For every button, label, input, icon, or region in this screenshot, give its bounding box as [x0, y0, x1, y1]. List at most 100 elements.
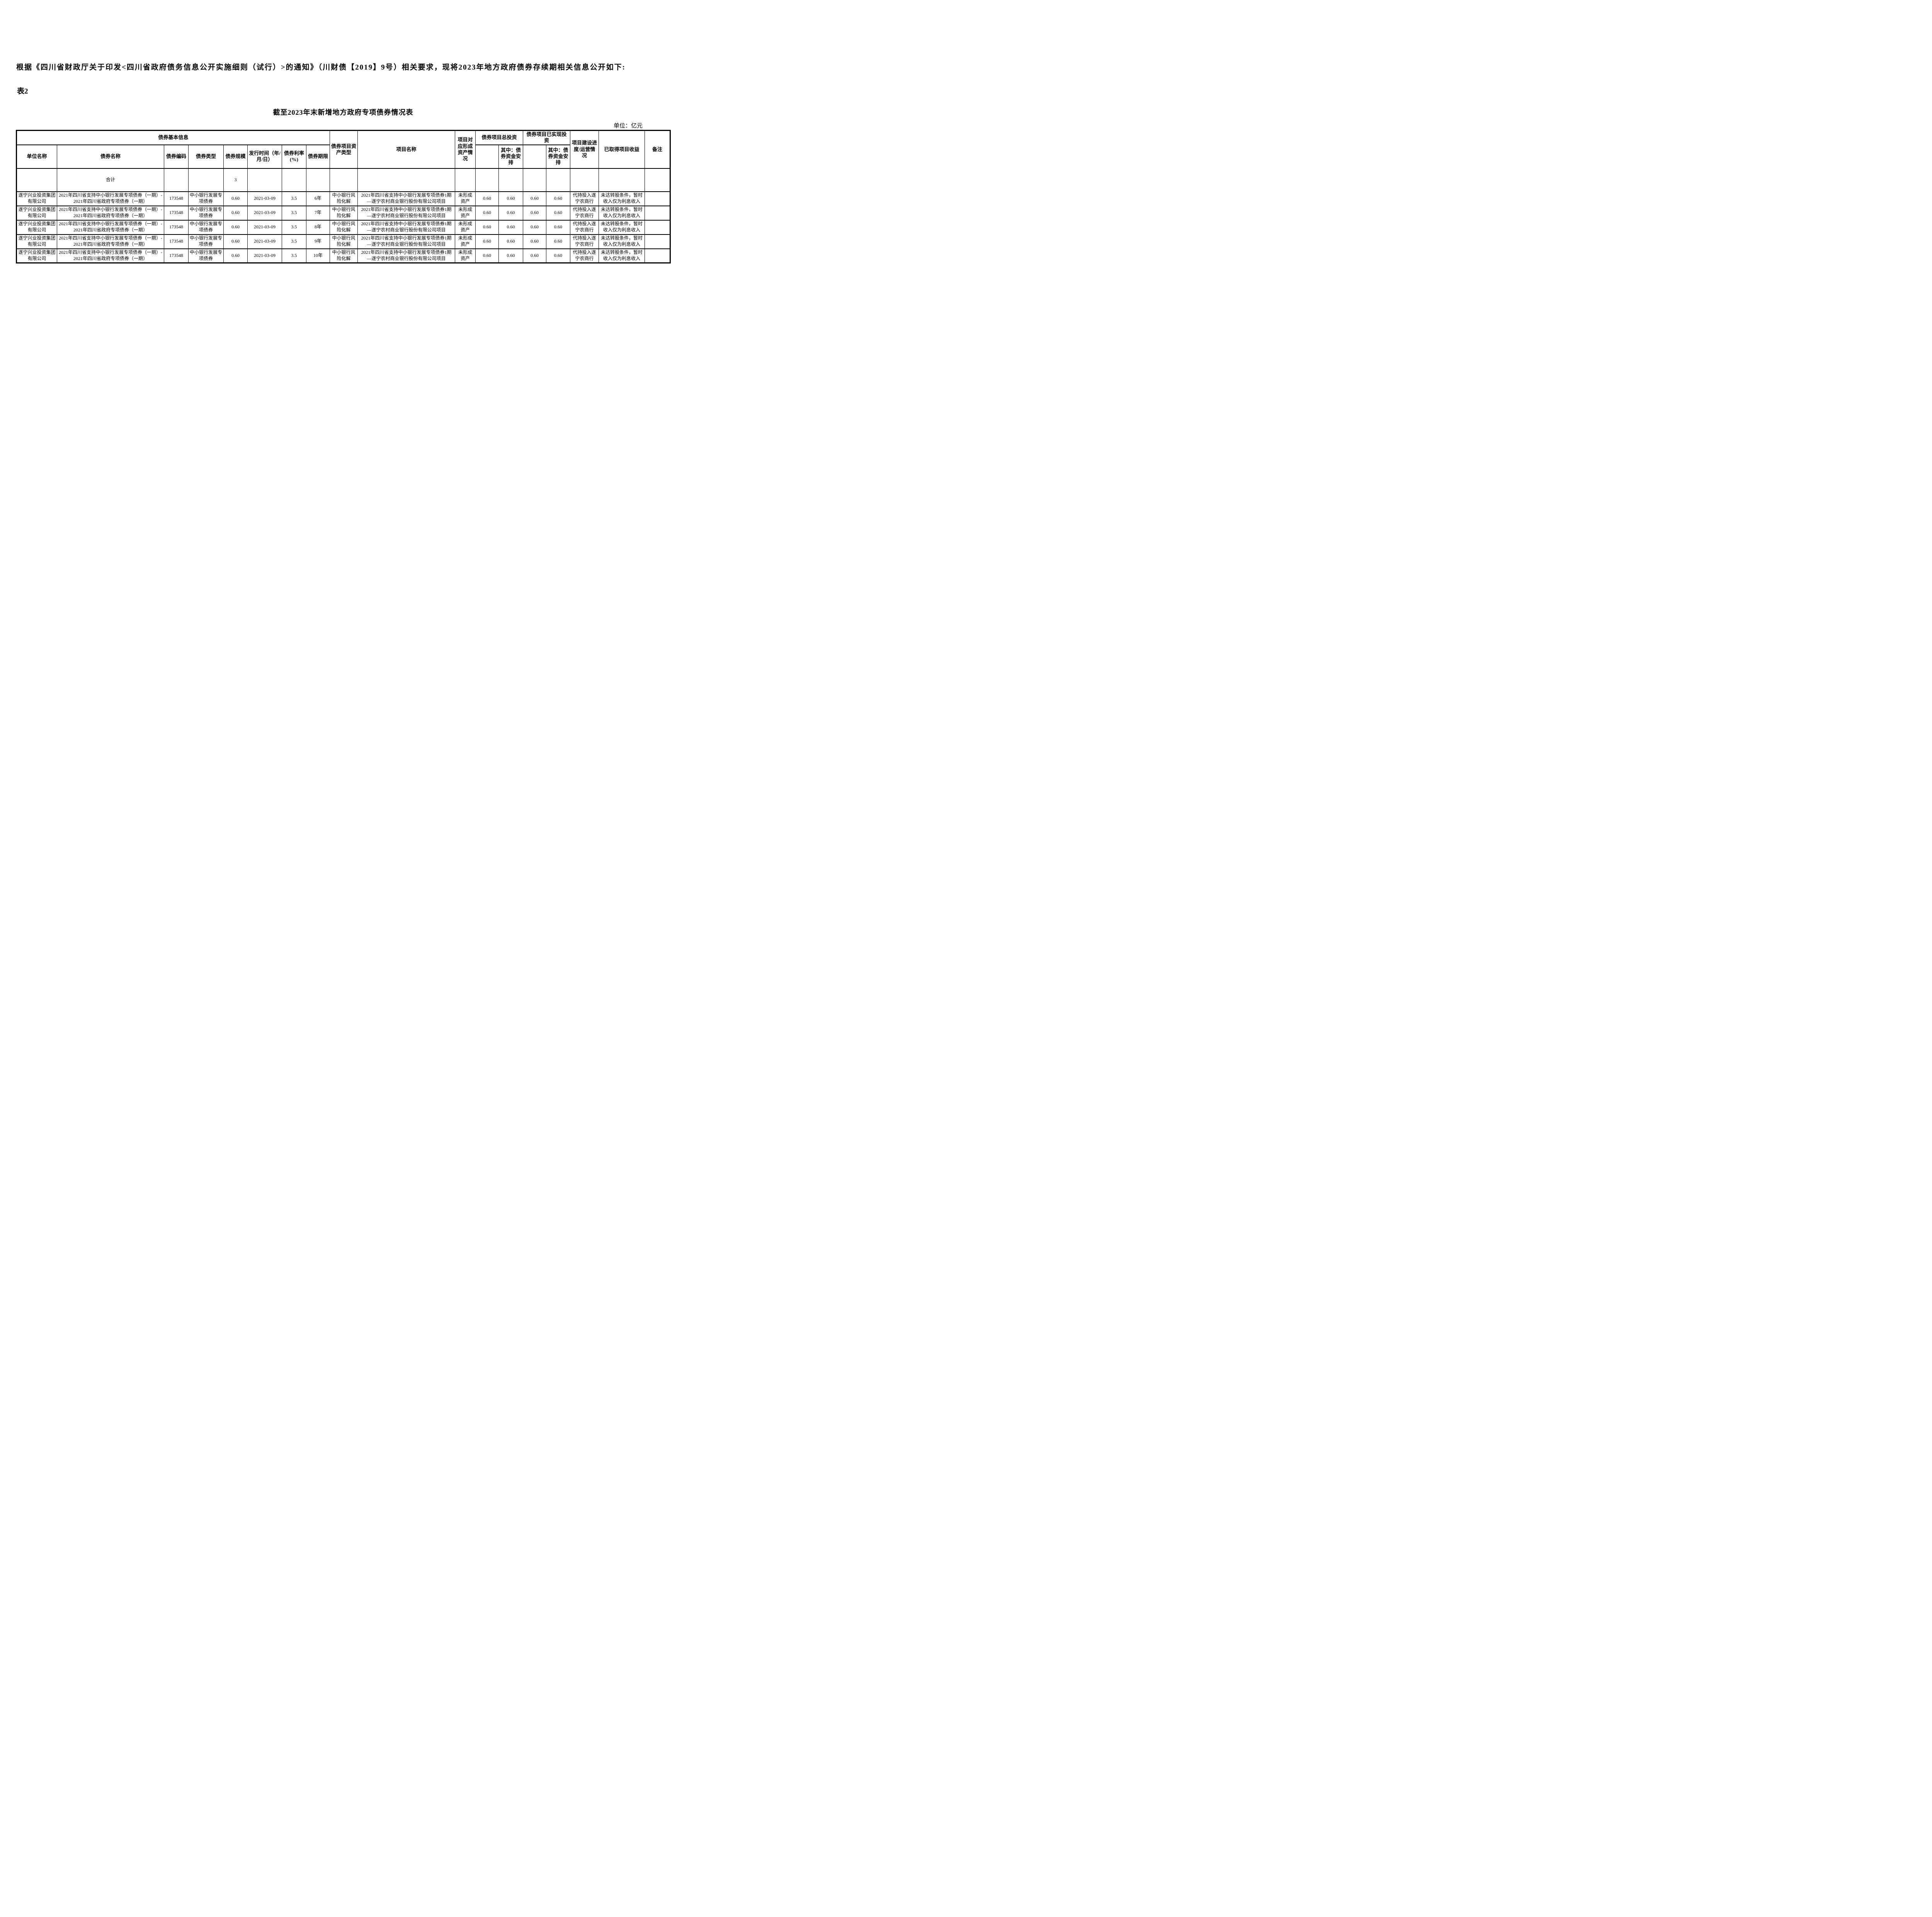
cell-asset-status: 未形成资产 [455, 234, 476, 249]
cell-bond-rate: 3.5 [282, 234, 306, 249]
header-bond-term: 债券期限 [306, 144, 330, 169]
header-asset-type: 债券项目资产类型 [330, 130, 358, 169]
summary-total-fund-blank [498, 168, 524, 192]
cell-remark [645, 219, 671, 235]
cell-bond-type: 中小银行发展专项债券 [188, 234, 224, 249]
summary-realized-invest-blank [523, 168, 547, 192]
header-income: 已取得项目收益 [599, 130, 645, 169]
header-unit-name: 单位名称 [16, 144, 57, 169]
cell-income: 未达转股条件，暂时收入仅为利息收入 [599, 248, 645, 263]
cell-realized-invest: 0.60 [523, 234, 547, 249]
summary-type-blank [188, 168, 224, 192]
cell-bond-type: 中小银行发展专项债券 [188, 191, 224, 206]
cell-project-name: 2021年四川省支持中小银行发展专项债券1期—遂宁农村商业银行股份有限公司项目 [357, 205, 456, 221]
cell-total-fund: 0.60 [498, 205, 524, 221]
summary-rate-blank [282, 168, 306, 192]
cell-total-invest: 0.60 [475, 191, 499, 206]
cell-remark [645, 191, 671, 206]
header-total-fund-arrangement: 其中：债券资金安排 [498, 144, 524, 169]
cell-bond-scale: 0.60 [223, 191, 248, 206]
cell-bond-scale: 0.60 [223, 234, 248, 249]
summary-asset-status-blank [455, 168, 476, 192]
table-header-columns-row: 单位名称 债券名称 债券编码 债券类型 债券规模 发行时间（年/月/日） 债券利… [16, 144, 670, 169]
cell-bond-name: 2021年四川省支持中小银行发展专项债券（一期）-2021年四川省政府专项债券（… [57, 191, 164, 206]
bond-row-3: 遂宁兴业投资集团有限公司 2021年四川省支持中小银行发展专项债券（一期）-20… [16, 219, 671, 235]
cell-remark [645, 234, 671, 249]
cell-bond-rate: 3.5 [282, 248, 306, 263]
cell-progress: 代持投入遂宁农商行 [570, 219, 599, 235]
cell-total-invest: 0.60 [475, 219, 499, 235]
header-realized-fund-arrangement: 其中：债券资金安排 [546, 144, 571, 169]
cell-bond-term: 7年 [306, 205, 330, 221]
cell-asset-type: 中小银行风险化解 [330, 234, 358, 249]
cell-bond-type: 中小银行发展专项债券 [188, 205, 224, 221]
header-bond-code: 债券编码 [164, 144, 189, 169]
summary-label: 合计 [57, 168, 164, 192]
cell-project-name: 2021年四川省支持中小银行发展专项债券1期—遂宁农村商业银行股份有限公司项目 [357, 248, 456, 263]
cell-asset-status: 未形成资产 [455, 248, 476, 263]
cell-bond-code: 173548 [164, 234, 189, 249]
cell-project-name: 2021年四川省支持中小银行发展专项债券1期—遂宁农村商业银行股份有限公司项目 [357, 191, 456, 206]
cell-unit-name: 遂宁兴业投资集团有限公司 [16, 191, 57, 206]
cell-bond-name: 2021年四川省支持中小银行发展专项债券（一期）-2021年四川省政府专项债券（… [57, 248, 164, 263]
cell-bond-term: 10年 [306, 248, 330, 263]
summary-remark-blank [645, 168, 671, 192]
header-bond-rate: 债券利率(%) [282, 144, 306, 169]
special-bond-table: 债券基本信息 债券项目资产类型 项目名称 项目对应形成资产情况 债券项目总投资 … [16, 130, 671, 263]
summary-progress-blank [570, 168, 599, 192]
header-total-investment-blank [475, 144, 499, 169]
cell-total-fund: 0.60 [498, 234, 524, 249]
table-label: 表2 [17, 87, 28, 95]
cell-issue-date: 2021-03-09 [247, 191, 282, 206]
cell-project-name: 2021年四川省支持中小银行发展专项债券1期—遂宁农村商业银行股份有限公司项目 [357, 219, 456, 235]
cell-bond-name: 2021年四川省支持中小银行发展专项债券（一期）-2021年四川省政府专项债券（… [57, 205, 164, 221]
header-asset-status: 项目对应形成资产情况 [455, 130, 476, 169]
summary-realized-fund-blank [546, 168, 571, 192]
summary-bond-scale: 3 [223, 168, 248, 192]
cell-asset-type: 中小银行风险化解 [330, 191, 358, 206]
cell-bond-code: 173548 [164, 219, 189, 235]
cell-realized-fund: 0.60 [546, 205, 571, 221]
unit-note: 单位：亿元 [613, 123, 643, 129]
cell-income: 未达转股条件，暂时收入仅为利息收入 [599, 191, 645, 206]
cell-progress: 代持投入遂宁农商行 [570, 191, 599, 206]
cell-total-fund: 0.60 [498, 191, 524, 206]
cell-income: 未达转股条件，暂时收入仅为利息收入 [599, 234, 645, 249]
cell-bond-rate: 3.5 [282, 219, 306, 235]
header-progress: 项目建设进度/运营情况 [570, 130, 599, 169]
cell-bond-term: 8年 [306, 219, 330, 235]
cell-bond-type: 中小银行发展专项债券 [188, 248, 224, 263]
bond-row-1: 遂宁兴业投资集团有限公司 2021年四川省支持中小银行发展专项债券（一期）-20… [16, 191, 671, 206]
cell-unit-name: 遂宁兴业投资集团有限公司 [16, 234, 57, 249]
cell-asset-status: 未形成资产 [455, 205, 476, 221]
cell-progress: 代持投入遂宁农商行 [570, 234, 599, 249]
cell-asset-status: 未形成资产 [455, 191, 476, 206]
cell-realized-fund: 0.60 [546, 191, 571, 206]
cell-bond-scale: 0.60 [223, 205, 248, 221]
bond-row-5: 遂宁兴业投资集团有限公司 2021年四川省支持中小银行发展专项债券（一期）-20… [16, 248, 671, 263]
table-header-group-row: 债券基本信息 债券项目资产类型 项目名称 项目对应形成资产情况 债券项目总投资 … [16, 130, 671, 169]
cell-income: 未达转股条件，暂时收入仅为利息收入 [599, 205, 645, 221]
header-remark: 备注 [645, 130, 671, 169]
header-realized-investment-blank [523, 144, 547, 169]
cell-bond-scale: 0.60 [223, 248, 248, 263]
cell-total-invest: 0.60 [475, 205, 499, 221]
cell-bond-name: 2021年四川省支持中小银行发展专项债券（一期）-2021年四川省政府专项债券（… [57, 219, 164, 235]
cell-realized-invest: 0.60 [523, 219, 547, 235]
summary-total-invest-blank [475, 168, 499, 192]
summary-asset-type-blank [330, 168, 358, 192]
summary-income-blank [599, 168, 645, 192]
header-group-bond-basic-info: 债券基本信息 [16, 130, 330, 145]
intro-paragraph: 根据《四川省财政厅关于印发<四川省政府债务信息公开实施细则（试行）>的通知》（川… [16, 63, 626, 71]
cell-project-name: 2021年四川省支持中小银行发展专项债券1期—遂宁农村商业银行股份有限公司项目 [357, 234, 456, 249]
summary-date-blank [247, 168, 282, 192]
cell-bond-name: 2021年四川省支持中小银行发展专项债券（一期）-2021年四川省政府专项债券（… [57, 234, 164, 249]
cell-total-fund: 0.60 [498, 219, 524, 235]
cell-issue-date: 2021-03-09 [247, 205, 282, 221]
header-group-total-investment: 债券项目总投资 [475, 130, 524, 145]
cell-issue-date: 2021-03-09 [247, 234, 282, 249]
cell-issue-date: 2021-03-09 [247, 248, 282, 263]
cell-bond-term: 9年 [306, 234, 330, 249]
cell-bond-code: 173548 [164, 205, 189, 221]
cell-realized-fund: 0.60 [546, 234, 571, 249]
